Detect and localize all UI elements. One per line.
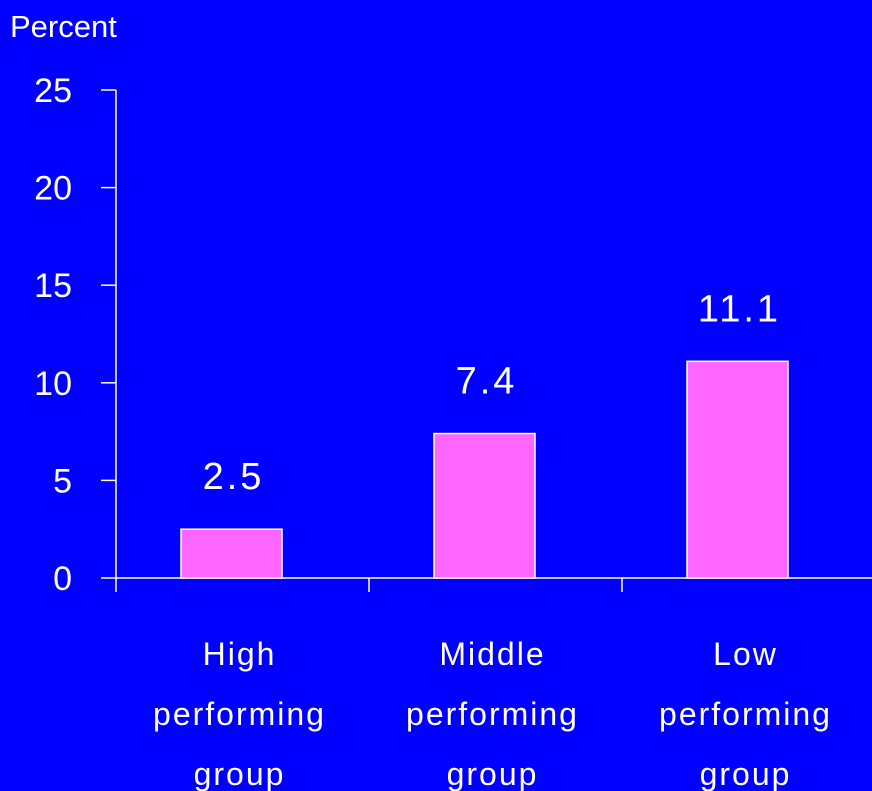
x-category-label: group	[194, 756, 286, 791]
y-tick-label: 20	[34, 170, 72, 208]
y-tick-label: 0	[53, 560, 72, 598]
bars-group	[180, 360, 789, 579]
bar	[686, 360, 789, 579]
labels-group: 2.5 High performing group 7.4 Middle performin…	[153, 288, 832, 791]
y-axis-label: Percent	[10, 9, 117, 44]
x-category-label: group	[700, 756, 792, 791]
bar	[433, 432, 536, 579]
x-category-label: Middle	[439, 636, 545, 672]
y-tick-label: 5	[53, 462, 72, 500]
y-tick-label: 25	[34, 72, 72, 110]
x-category-label: performing	[153, 696, 326, 732]
bar-value-label: 2.5	[203, 456, 265, 498]
y-tick-label: 10	[34, 365, 72, 403]
bar	[180, 528, 283, 579]
axes: 0 5 10 15 20 25	[34, 72, 872, 598]
x-category-label: group	[447, 756, 539, 791]
y-tick-label: 15	[34, 267, 72, 305]
x-category-label: High	[203, 636, 277, 672]
bar-value-label: 11.1	[698, 288, 781, 330]
x-category-label: performing	[659, 696, 832, 732]
bar-value-label: 7.4	[456, 361, 518, 403]
x-category-label: Low	[713, 636, 778, 672]
x-category-label: performing	[406, 696, 579, 732]
